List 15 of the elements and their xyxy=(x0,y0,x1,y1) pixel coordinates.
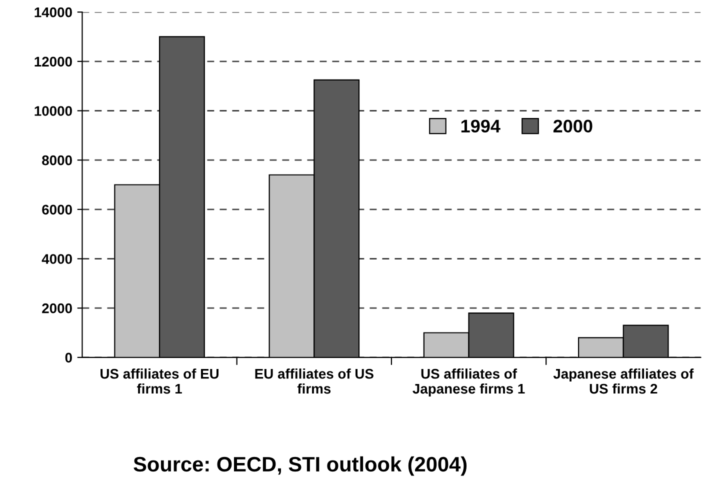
y-tick-label: 4000 xyxy=(42,254,72,264)
y-tick-label: 10000 xyxy=(34,106,72,116)
y-tick-label: 2000 xyxy=(42,303,72,314)
y-tick-label: 14000 xyxy=(34,7,72,18)
y-tick-label: 6000 xyxy=(42,204,72,215)
x-tick-label: US affiliates of EU firms 1 xyxy=(100,368,218,394)
y-tick-label: 8000 xyxy=(42,155,72,166)
source-note: Source: OECD, STI outlook (2004) xyxy=(134,456,467,476)
x-tick-label: Japanese affiliates of US firms 2 xyxy=(553,368,694,394)
x-tick-label: EU affiliates of US firms xyxy=(255,368,374,394)
y-tick-label: 0 xyxy=(65,352,72,363)
x-tick-label: US affiliates of Japanese firms 1 xyxy=(412,368,525,396)
y-tick-label: 12000 xyxy=(34,56,72,67)
legend-label: 1994 xyxy=(461,120,500,133)
legend-label: 2000 xyxy=(553,120,592,133)
